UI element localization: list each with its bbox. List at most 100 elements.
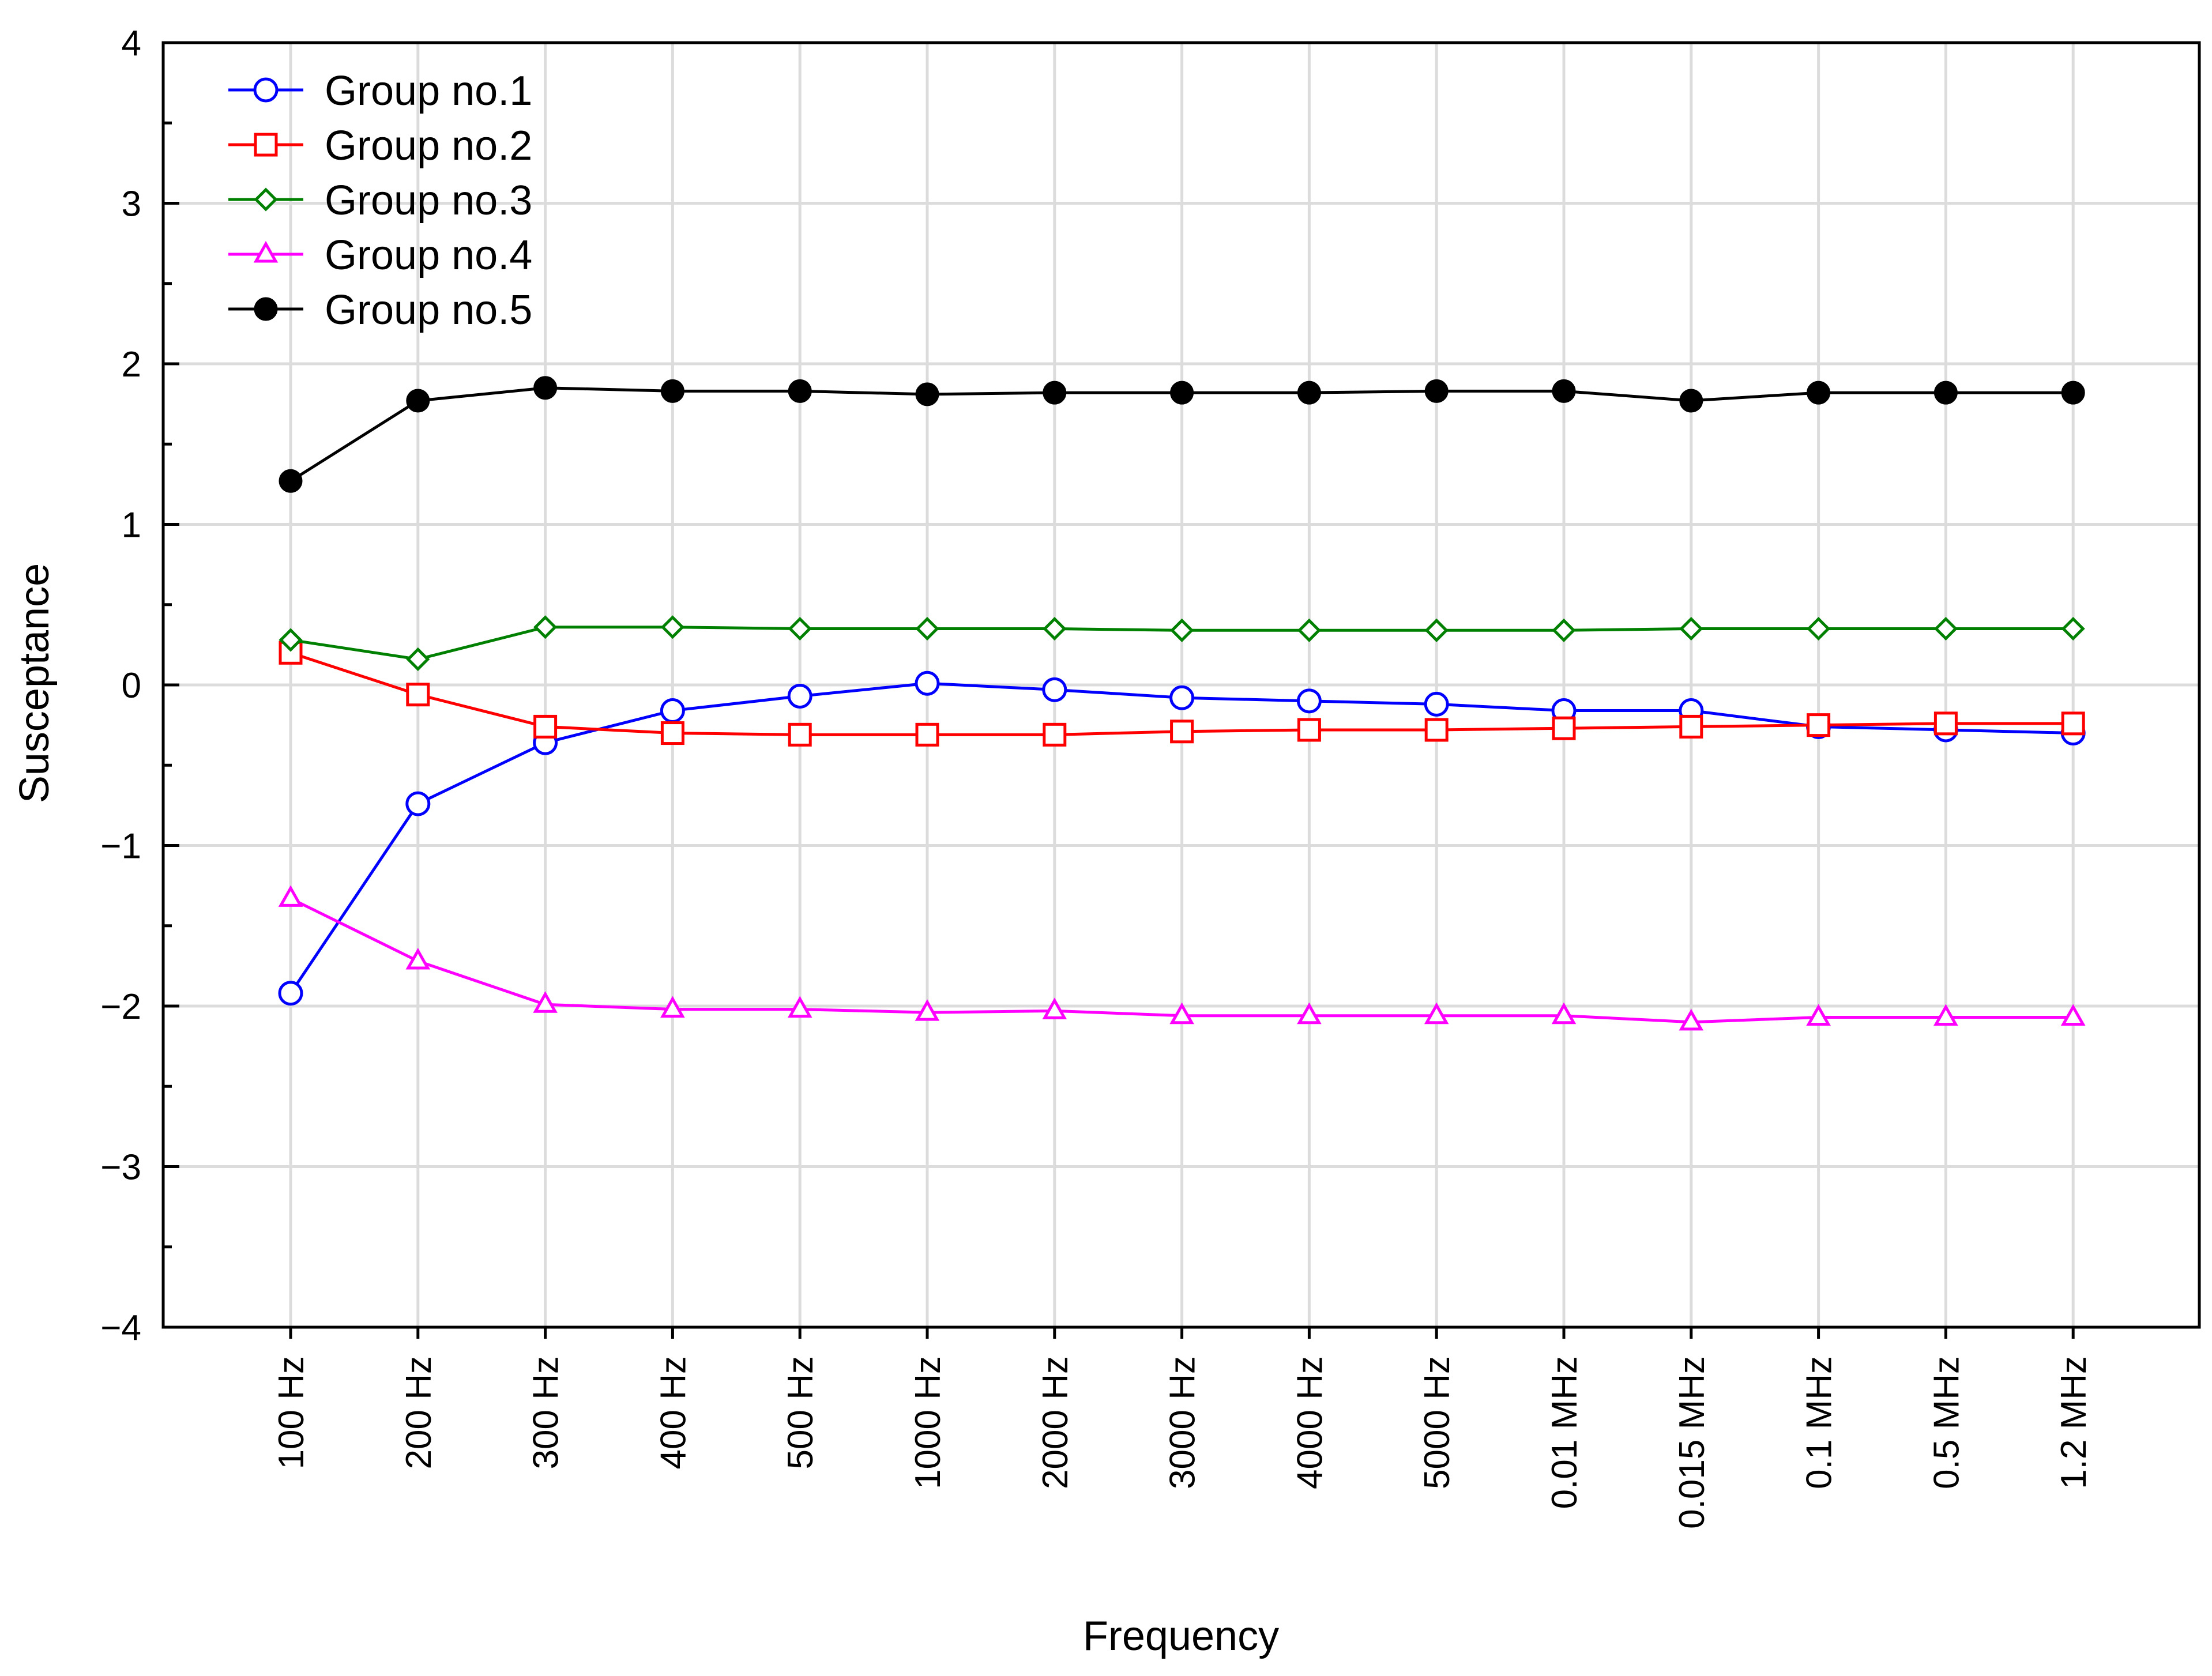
data-point-marker bbox=[533, 991, 558, 1013]
data-point-marker bbox=[1424, 1002, 1449, 1025]
data-point-marker bbox=[2061, 381, 2085, 405]
legend-item: Group no.5 bbox=[228, 287, 532, 333]
series-group-no-2 bbox=[279, 641, 2085, 747]
data-point-marker bbox=[1551, 1002, 1577, 1025]
data-point-marker bbox=[1807, 616, 1831, 641]
data-point-marker bbox=[1552, 379, 1576, 403]
data-point-marker bbox=[1933, 381, 1958, 405]
y-tick-label: 3 bbox=[122, 184, 141, 224]
data-point-marker bbox=[1679, 714, 1703, 739]
data-point-marker bbox=[660, 379, 684, 403]
data-point-marker bbox=[533, 376, 558, 400]
data-point-marker bbox=[278, 981, 303, 1006]
data-point-marker bbox=[1043, 616, 1067, 641]
data-point-marker bbox=[1043, 722, 1067, 747]
data-point-marker bbox=[787, 996, 812, 1018]
legend-item: Group no.2 bbox=[228, 123, 532, 169]
data-point-marker bbox=[1170, 618, 1194, 642]
data-point-marker bbox=[1679, 1008, 1704, 1031]
data-point-marker bbox=[1297, 618, 1321, 642]
y-tick-label: 1 bbox=[122, 506, 141, 545]
data-point-marker bbox=[1042, 997, 1067, 1019]
data-point-marker bbox=[254, 187, 278, 212]
data-point-marker bbox=[660, 721, 684, 745]
legend-item: Group no.1 bbox=[228, 68, 532, 114]
x-tick-label: 0.01 MHz bbox=[1545, 1356, 1585, 1509]
y-tick-label: 2 bbox=[122, 345, 141, 385]
series-group-no-4 bbox=[278, 885, 2086, 1031]
data-point-marker bbox=[1807, 381, 1831, 405]
x-tick-label: 4000 Hz bbox=[1290, 1356, 1330, 1489]
data-point-marker bbox=[279, 469, 303, 493]
data-point-marker bbox=[533, 714, 558, 739]
data-point-marker bbox=[1807, 713, 1831, 737]
data-point-marker bbox=[1806, 1004, 1831, 1026]
y-tick-label: −2 bbox=[100, 987, 141, 1027]
series-group-no-3 bbox=[279, 615, 2085, 671]
legend-label: Group no.3 bbox=[325, 178, 532, 224]
data-point-marker bbox=[1424, 379, 1449, 403]
y-tick-label: 4 bbox=[122, 24, 141, 63]
y-tick-label: 0 bbox=[122, 666, 141, 706]
legend-label: Group no.2 bbox=[325, 123, 532, 169]
data-point-marker bbox=[1679, 616, 1703, 641]
data-point-marker bbox=[406, 683, 430, 707]
data-point-marker bbox=[660, 996, 685, 1018]
data-point-marker bbox=[1552, 716, 1576, 740]
data-point-marker bbox=[405, 791, 431, 816]
data-point-marker bbox=[278, 885, 303, 907]
data-point-marker bbox=[1296, 688, 1322, 714]
data-point-marker bbox=[1933, 711, 1958, 736]
data-point-marker bbox=[1297, 1002, 1322, 1025]
data-point-marker bbox=[1042, 677, 1067, 702]
data-point-marker bbox=[1170, 381, 1194, 405]
x-tick-label: 0.015 MHz bbox=[1672, 1356, 1712, 1529]
data-point-marker bbox=[787, 683, 812, 709]
data-point-marker bbox=[915, 382, 939, 406]
data-point-marker bbox=[915, 616, 939, 641]
data-point-marker bbox=[2061, 711, 2085, 736]
y-tick-label: −4 bbox=[100, 1308, 141, 1348]
legend-label: Group no.1 bbox=[325, 68, 532, 114]
data-point-marker bbox=[1933, 1004, 1958, 1026]
data-point-marker bbox=[1424, 618, 1449, 642]
data-point-marker bbox=[406, 389, 430, 413]
x-axis-title: Frequency bbox=[1083, 1613, 1279, 1659]
data-point-marker bbox=[1297, 718, 1321, 742]
x-tick-label: 400 Hz bbox=[653, 1356, 693, 1469]
data-point-marker bbox=[915, 722, 939, 747]
legend: Group no.1 Group no.2 Group no.3 Group no.4… bbox=[228, 68, 532, 333]
axes: −4 −3 −2 −1 0 1 2 3 4 100 Hz 200 Hz 300 Hz 400 Hz 500… bbox=[100, 24, 2094, 1529]
data-point-marker bbox=[915, 671, 940, 696]
data-point-marker bbox=[660, 615, 684, 639]
data-point-marker bbox=[2060, 1004, 2086, 1026]
data-point-marker bbox=[254, 133, 278, 157]
data-point-marker bbox=[2061, 616, 2085, 641]
data-point-marker bbox=[1552, 618, 1576, 642]
data-point-marker bbox=[788, 722, 812, 747]
x-tick-label: 5000 Hz bbox=[1417, 1356, 1457, 1489]
grid-lines bbox=[163, 43, 2199, 1327]
x-tick-label: 500 Hz bbox=[781, 1356, 821, 1469]
data-point-marker bbox=[254, 297, 278, 321]
x-tick-label: 3000 Hz bbox=[1163, 1356, 1203, 1489]
x-tick-label: 100 Hz bbox=[272, 1356, 311, 1469]
data-point-marker bbox=[279, 628, 303, 652]
data-point-marker bbox=[533, 615, 558, 639]
data-point-marker bbox=[1424, 718, 1449, 742]
x-tick-label: 200 Hz bbox=[399, 1356, 439, 1469]
x-tick-label: 0.1 MHz bbox=[1800, 1356, 1839, 1489]
x-tick-label: 0.5 MHz bbox=[1927, 1356, 1966, 1489]
data-point-marker bbox=[1043, 381, 1067, 405]
data-point-marker bbox=[915, 999, 940, 1021]
data-point-marker bbox=[1170, 720, 1194, 744]
data-point-marker bbox=[253, 240, 279, 263]
data-series bbox=[278, 376, 2086, 1031]
data-point-marker bbox=[405, 947, 431, 970]
data-point-marker bbox=[1297, 381, 1321, 405]
y-tick-label: −3 bbox=[100, 1148, 141, 1188]
x-tick-label: 300 Hz bbox=[526, 1356, 566, 1469]
data-point-marker bbox=[1169, 685, 1195, 710]
